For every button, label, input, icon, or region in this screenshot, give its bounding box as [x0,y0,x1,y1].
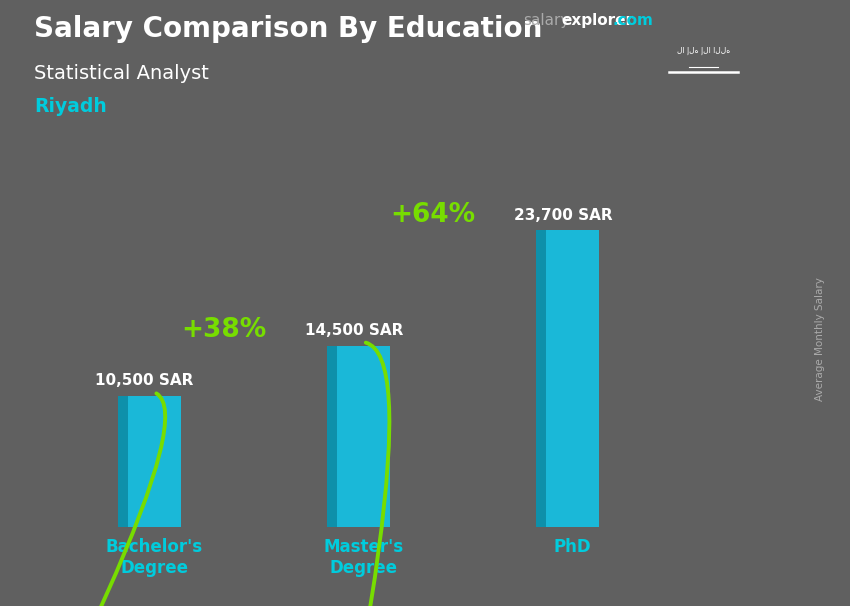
Text: 23,700 SAR: 23,700 SAR [513,208,612,223]
Text: Average Monthly Salary: Average Monthly Salary [815,278,825,401]
Text: Salary Comparison By Education: Salary Comparison By Education [34,15,542,43]
Text: Statistical Analyst: Statistical Analyst [34,64,209,82]
Polygon shape [327,345,337,527]
Text: لا إله إلا الله: لا إله إلا الله [677,46,730,55]
Text: +38%: +38% [181,317,266,343]
Bar [546,230,598,527]
Text: Riyadh: Riyadh [34,97,107,116]
Text: .com: .com [612,13,653,28]
Text: 14,500 SAR: 14,500 SAR [304,323,403,338]
Bar [128,396,180,527]
Text: 10,500 SAR: 10,500 SAR [95,373,194,388]
Polygon shape [536,230,546,527]
Text: +64%: +64% [390,202,475,228]
Polygon shape [118,396,127,527]
Text: explorer: explorer [561,13,633,28]
Text: salary: salary [523,13,570,28]
Bar [337,345,389,527]
